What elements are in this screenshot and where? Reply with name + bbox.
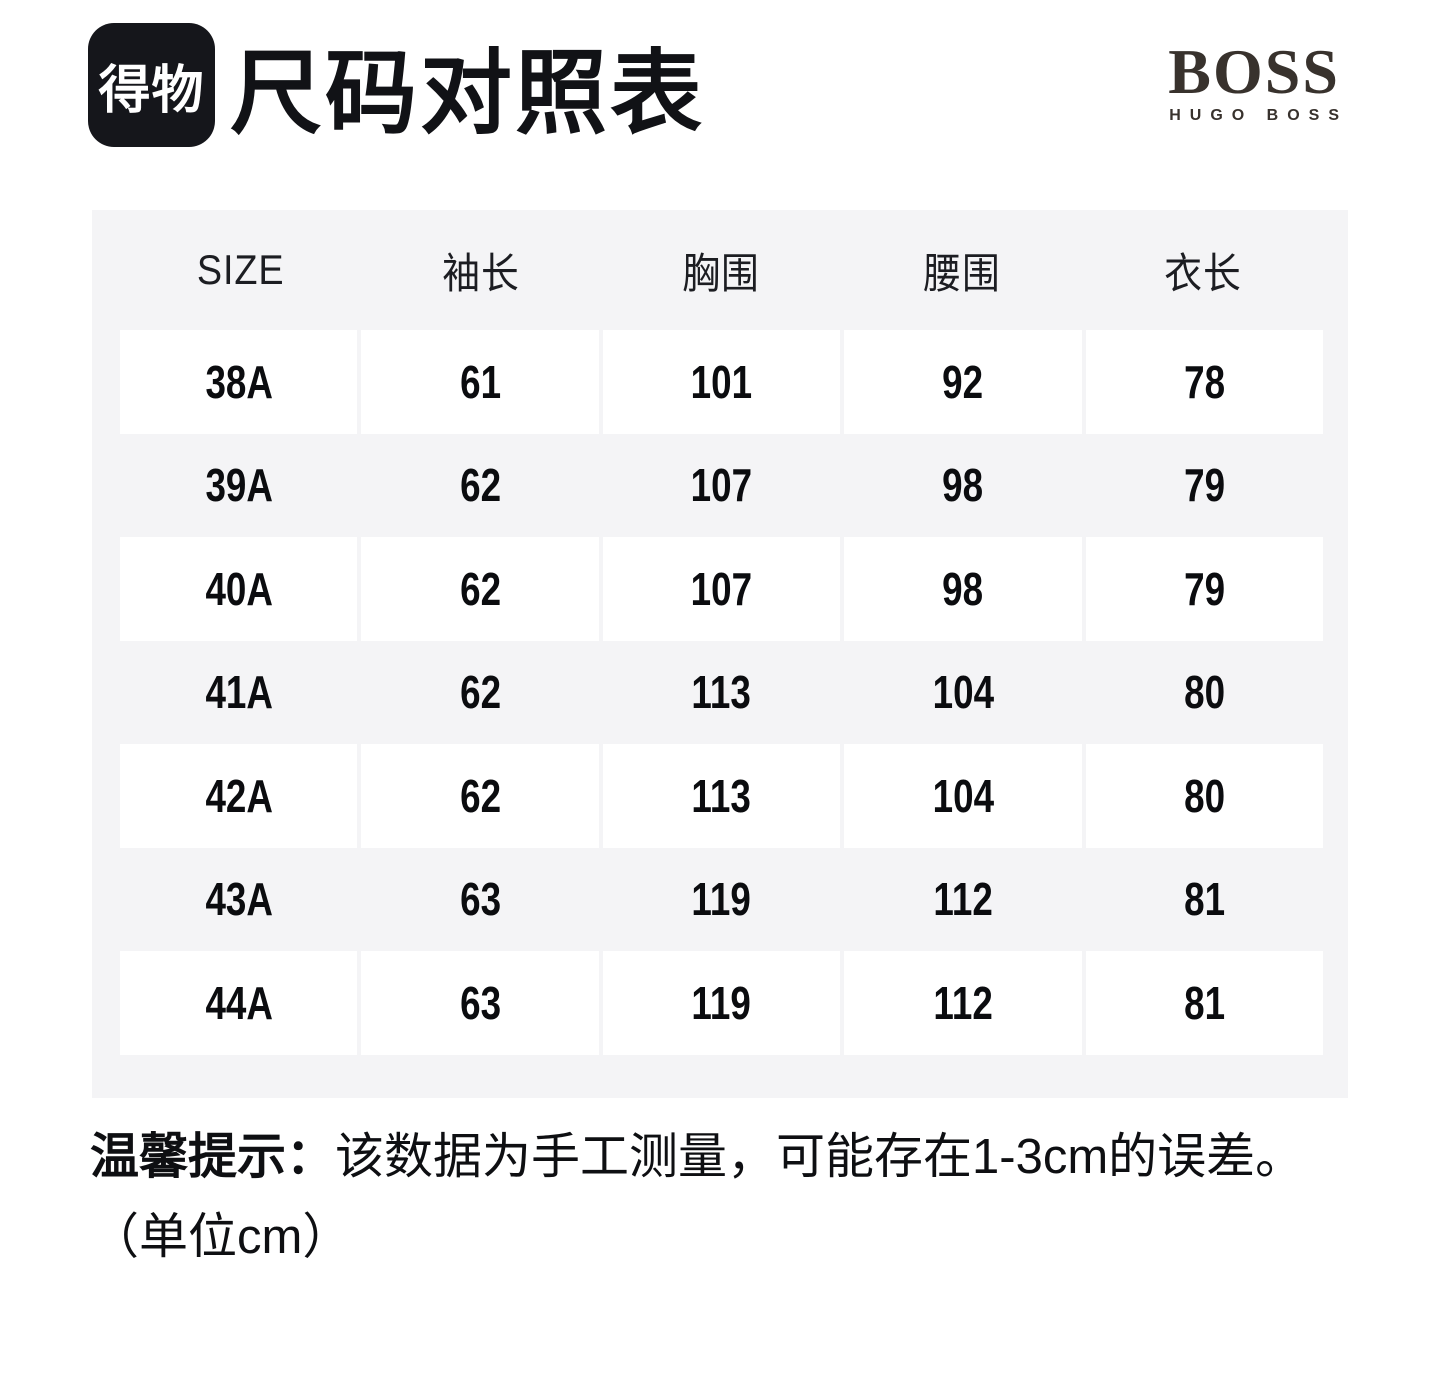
table-cell: 80	[1183, 666, 1225, 719]
table-row: 44A 63 119 112 81	[120, 951, 1323, 1055]
column-header-waist: 腰围	[923, 249, 1001, 297]
page-title: 尺码对照表	[230, 43, 706, 145]
column-header-size: SIZE	[196, 246, 285, 293]
table-cell: 98	[942, 459, 984, 512]
table-header-row: SIZE 袖长 胸围 腰围 衣长	[120, 210, 1323, 330]
table-cell: 42A	[120, 744, 358, 848]
table-cell: 81	[1085, 951, 1323, 1055]
table-cell: 113	[691, 666, 752, 719]
note-line: 温馨提示：该数据为手工测量，可能存在1-3cm的误差。	[90, 1118, 1390, 1196]
table-cell: 81	[1183, 873, 1225, 926]
boss-logo: BOSS HUGO BOSS	[1160, 40, 1348, 125]
table-cell: 107	[602, 537, 841, 641]
table-cell: 92	[844, 330, 1082, 434]
table-cell: 78	[1085, 330, 1323, 434]
table-cell: 43A	[204, 873, 273, 926]
note-text: 该数据为手工测量，可能存在1-3cm的误差。	[335, 1130, 1305, 1184]
note: 温馨提示：该数据为手工测量，可能存在1-3cm的误差。 （单位cm）	[90, 1118, 1390, 1277]
table-row: 41A 62 113 104 80	[120, 641, 1323, 745]
dewu-logo-text: 得物	[98, 61, 205, 120]
table-row: 38A 61 101 92 78	[120, 330, 1323, 434]
note-unit: （单位cm）	[90, 1210, 352, 1265]
column-header-length: 衣长	[1163, 249, 1242, 297]
note-label: 温馨提示：	[90, 1130, 336, 1184]
table-cell: 80	[1085, 744, 1323, 848]
table-cell: 63	[459, 873, 501, 926]
boss-logo-main: BOSS	[1168, 36, 1340, 107]
table-cell: 44A	[120, 951, 358, 1055]
table-cell: 119	[691, 873, 752, 926]
table-cell: 62	[361, 744, 599, 848]
table-cell: 62	[459, 666, 501, 719]
table-cell: 39A	[204, 459, 273, 512]
table-cell: 119	[602, 951, 841, 1055]
table-cell: 40A	[120, 537, 358, 641]
dewu-logo: 得物	[88, 23, 215, 147]
boss-logo-sub: HUGO BOSS	[1169, 107, 1348, 124]
table-cell: 41A	[204, 666, 273, 719]
table-cell: 79	[1085, 537, 1323, 641]
table-row: 40A 62 107 98 79	[120, 537, 1323, 641]
table-cell: 104	[932, 666, 994, 719]
table-cell: 98	[844, 537, 1082, 641]
table-cell: 62	[459, 459, 501, 512]
table-row: 42A 62 113 104 80	[120, 744, 1323, 848]
table-row: 39A 62 107 98 79	[120, 434, 1323, 538]
table-row: 43A 63 119 112 81	[120, 848, 1323, 952]
table-cell: 63	[361, 951, 599, 1055]
table-cell: 61	[361, 330, 599, 434]
table-cell: 62	[361, 537, 599, 641]
table-cell: 38A	[120, 330, 358, 434]
size-table: SIZE 袖长 胸围 腰围 衣长 38A 61 101 92 78 39A 62…	[92, 210, 1348, 1098]
column-header-chest: 胸围	[682, 249, 761, 297]
column-header-sleeve: 袖长	[442, 249, 520, 297]
table-cell: 113	[602, 744, 841, 848]
table-cell: 104	[844, 744, 1082, 848]
table-cell: 112	[933, 873, 993, 926]
table-cell: 107	[690, 459, 753, 512]
table-cell: 112	[844, 951, 1082, 1055]
table-cell: 79	[1183, 459, 1225, 512]
table-cell: 101	[602, 330, 841, 434]
